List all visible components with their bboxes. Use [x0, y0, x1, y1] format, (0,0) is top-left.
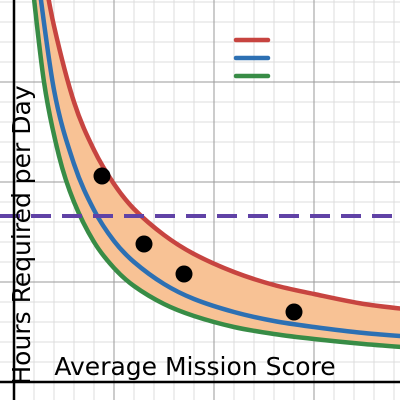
data-point [93, 167, 111, 185]
upper-curve [46, 0, 400, 311]
fit-curve [38, 0, 400, 339]
x-axis-label: Average Mission Score [54, 352, 335, 381]
data-point [285, 303, 303, 321]
uncertainty-band [34, 0, 400, 347]
legend [233, 37, 271, 79]
lower-curve [31, 0, 400, 350]
data-points [93, 167, 303, 321]
series-lines [31, 0, 400, 350]
y-axis-label: Hours Required per Day [7, 85, 36, 384]
data-point [175, 265, 193, 283]
data-point [135, 235, 153, 253]
